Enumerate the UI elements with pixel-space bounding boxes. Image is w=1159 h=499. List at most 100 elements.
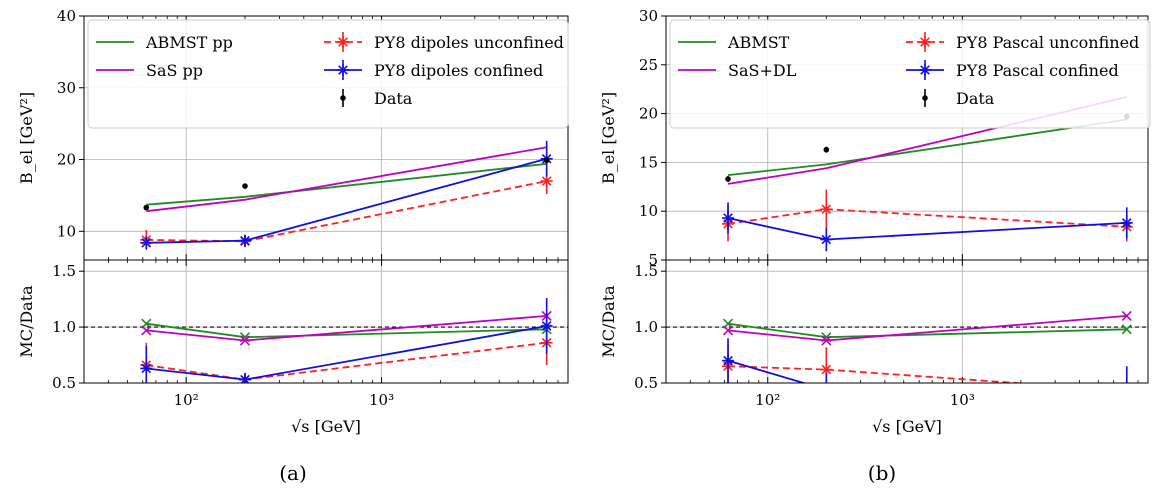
series-ABMST [146,162,547,206]
y-tick-label: 10 [57,222,76,240]
legend-item-unconf: PY8 Pascal unconfined [906,32,1139,52]
legend-marker [922,95,928,101]
y-tick-label: 1.5 [52,262,76,280]
data-point [1120,216,1133,229]
legend-item-data: Data [340,89,413,108]
legend-item-unconf: PY8 dipoles unconfined [324,32,564,52]
data-point [820,203,833,216]
data-point [722,325,734,336]
series-group [140,140,553,250]
data-point [140,236,153,249]
legend-item-conf: PY8 dipoles confined [324,60,543,80]
legend-label: SaS+DL [728,61,797,80]
series-data [143,157,550,211]
y-tick-label: 40 [57,7,76,25]
x-tick-label: 10³ [369,391,394,409]
series-line [146,180,547,243]
series-line [727,359,807,383]
legend: ABMST pp SaS pp PY8 dipoles unconfined PY8 … [87,19,569,129]
series-data [725,113,1130,182]
series-line [727,217,1127,241]
series-group [722,96,1133,252]
data-point [725,176,731,182]
x-axis-label: √s [GeV] [872,417,942,436]
chart-panel-b: 5 10 15 20 25 30 B_el [GeV²] ABMST SaS+DL PY8 Pas… [599,7,1151,485]
y-tick-label: 30 [57,79,76,97]
legend-marker [919,64,931,76]
top-subplot: 5 10 15 20 25 30 B_el [GeV²] ABMST SaS+DL PY8 Pas… [599,7,1151,269]
data-point [540,175,553,188]
y-tick-label: 15 [639,153,658,171]
data-point [820,233,833,246]
legend-marker [337,64,349,76]
data-point [540,319,553,332]
y-tick-label: 5 [648,251,658,269]
axes-frame [83,259,569,384]
series-SaS [141,310,552,346]
data-point [1121,324,1132,335]
legend-label: PY8 Pascal unconfined [956,33,1139,52]
x-ticks [689,260,1139,383]
series-line [146,322,547,339]
series-line [146,157,547,244]
legend-marker [337,36,349,48]
data-point [1121,310,1132,321]
x-tick-label: 10² [174,391,199,409]
chart-panel-a: 10 20 30 40 B_el [GeV²] ABMST pp SaS pp PY8 dip… [17,7,569,485]
x-tick-label: 10³ [950,391,975,409]
series-SaS [146,146,547,213]
y-ticks: 5 10 15 20 25 30 [639,7,666,269]
series-unconf [722,343,1133,397]
data-point [1121,385,1133,397]
y-axis-label: MC/Data [599,285,618,358]
data-point [722,212,735,225]
y-tick-label: 20 [639,105,658,123]
data-point [821,335,832,346]
legend-label: Data [374,89,413,108]
data-point [143,204,150,211]
y-ticks: 0.5 1.0 1.5 [634,262,666,392]
series-unconf [140,168,553,250]
legend-item-data: Data [922,89,995,108]
data-point [1125,382,1128,383]
series-ABMST [141,318,552,343]
legend-label: PY8 dipoles confined [374,61,543,80]
legend-frame [87,19,569,129]
x-tick-labels: 10² 10³ [755,391,975,409]
y-tick-label: 1.0 [634,318,658,336]
legend-item-SaS: SaS+DL [678,61,797,80]
data-point [823,146,830,153]
data-point [722,354,735,367]
series-line [727,315,1127,342]
y-tick-label: 30 [639,7,658,25]
ratio-subplot: 0.5 1.0 1.5 MC/Data [17,259,569,392]
y-axis-label: B_el [GeV²] [17,92,36,184]
series-conf [722,338,1128,383]
data-point [238,373,251,383]
legend-item-ABMST: ABMST pp [96,33,233,52]
y-ticks: 10 20 30 40 [57,7,84,240]
data-point [140,362,153,375]
y-tick-label: 20 [57,151,76,169]
data-point [141,325,152,336]
x-axis-label: √s [GeV] [291,417,361,436]
y-tick-label: 10 [639,202,658,220]
data-point [820,363,833,376]
legend: ABMST SaS+DL PY8 Pascal unconfined PY8 Pasc… [669,19,1151,129]
legend-label: SaS pp [146,61,203,80]
data-point [543,157,550,164]
data-point [238,234,251,247]
series-conf [140,298,553,383]
series-group [722,310,1133,397]
legend-label: PY8 dipoles unconfined [374,33,564,52]
legend-marker [919,36,931,48]
y-tick-label: 0.5 [634,374,658,392]
legend-marker [340,95,346,101]
series-line [727,118,1127,176]
axes-frame [665,259,1149,384]
series-line [146,162,547,206]
legend-item-ABMST: ABMST [678,33,790,52]
y-tick-label: 1.5 [634,262,658,280]
legend-frame [669,19,1151,129]
